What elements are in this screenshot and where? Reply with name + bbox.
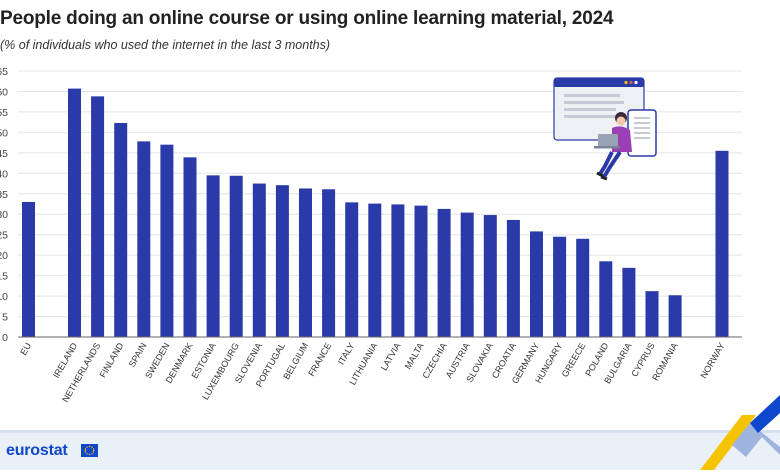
x-tick-label: MALTA — [403, 341, 426, 371]
bar-czechia — [437, 208, 451, 337]
corner-chevron-graphic — [680, 395, 780, 475]
bar-italy — [345, 202, 359, 337]
x-tick-label: FRANCE — [306, 341, 333, 378]
bar-luxembourg — [229, 175, 243, 337]
y-tick-label: 15 — [0, 271, 8, 283]
eurostat-logo[interactable]: eurostat — [6, 442, 68, 459]
bar-poland — [599, 261, 613, 337]
y-tick-label: 65 — [0, 66, 8, 78]
y-tick-label: 30 — [0, 209, 8, 221]
chart-subtitle: (% of individuals who used the internet … — [0, 38, 331, 52]
bar-romania — [668, 295, 682, 337]
bar-france — [322, 189, 336, 337]
y-tick-label: 10 — [0, 291, 8, 303]
y-tick-label: 25 — [0, 230, 8, 242]
chart-title: People doing an online course or using o… — [0, 8, 614, 29]
y-tick-label: 60 — [0, 86, 8, 98]
bar-germany — [530, 231, 543, 337]
y-tick-label: 50 — [0, 127, 8, 139]
bar-portugal — [275, 185, 289, 337]
bar-chart: 05101520253035404550556065EUIRELANDNETHE… — [0, 66, 742, 404]
bar-norway — [715, 150, 729, 337]
footer-band — [0, 430, 780, 433]
y-tick-label: 35 — [0, 189, 8, 201]
bar-estonia — [206, 175, 220, 337]
x-tick-label: NORWAY — [698, 341, 726, 380]
bar-slovenia — [252, 183, 266, 337]
bar-croatia — [506, 219, 520, 337]
eu-flag-icon — [81, 444, 98, 457]
bar-finland — [114, 122, 128, 337]
bar-lithuania — [368, 203, 382, 337]
bar-eu — [22, 201, 35, 337]
y-tick-label: 55 — [0, 107, 8, 119]
y-tick-label: 5 — [2, 312, 8, 324]
bar-hungary — [553, 236, 567, 337]
bar-greece — [576, 238, 590, 337]
bar-slovakia — [483, 215, 497, 337]
bar-austria — [460, 212, 474, 337]
y-tick-label: 20 — [0, 250, 8, 262]
bar-malta — [414, 205, 428, 337]
bar-latvia — [391, 204, 405, 337]
y-tick-label: 0 — [2, 332, 8, 344]
bar-denmark — [183, 157, 197, 337]
x-tick-label: EU — [18, 341, 33, 357]
x-tick-label: ITALY — [336, 341, 357, 367]
x-tick-label: SPAIN — [127, 341, 149, 369]
bar-spain — [137, 141, 151, 337]
bar-bulgaria — [622, 267, 636, 337]
y-tick-label: 40 — [0, 168, 8, 180]
x-tick-label: LATVIA — [379, 341, 403, 372]
bar-netherlands — [91, 96, 105, 337]
footer — [0, 433, 780, 470]
bar-cyprus — [645, 291, 659, 337]
bar-belgium — [299, 188, 312, 337]
y-tick-label: 45 — [0, 148, 8, 160]
bar-ireland — [68, 88, 81, 337]
bar-sweden — [160, 144, 174, 337]
laptop-person-illustration — [550, 74, 660, 189]
